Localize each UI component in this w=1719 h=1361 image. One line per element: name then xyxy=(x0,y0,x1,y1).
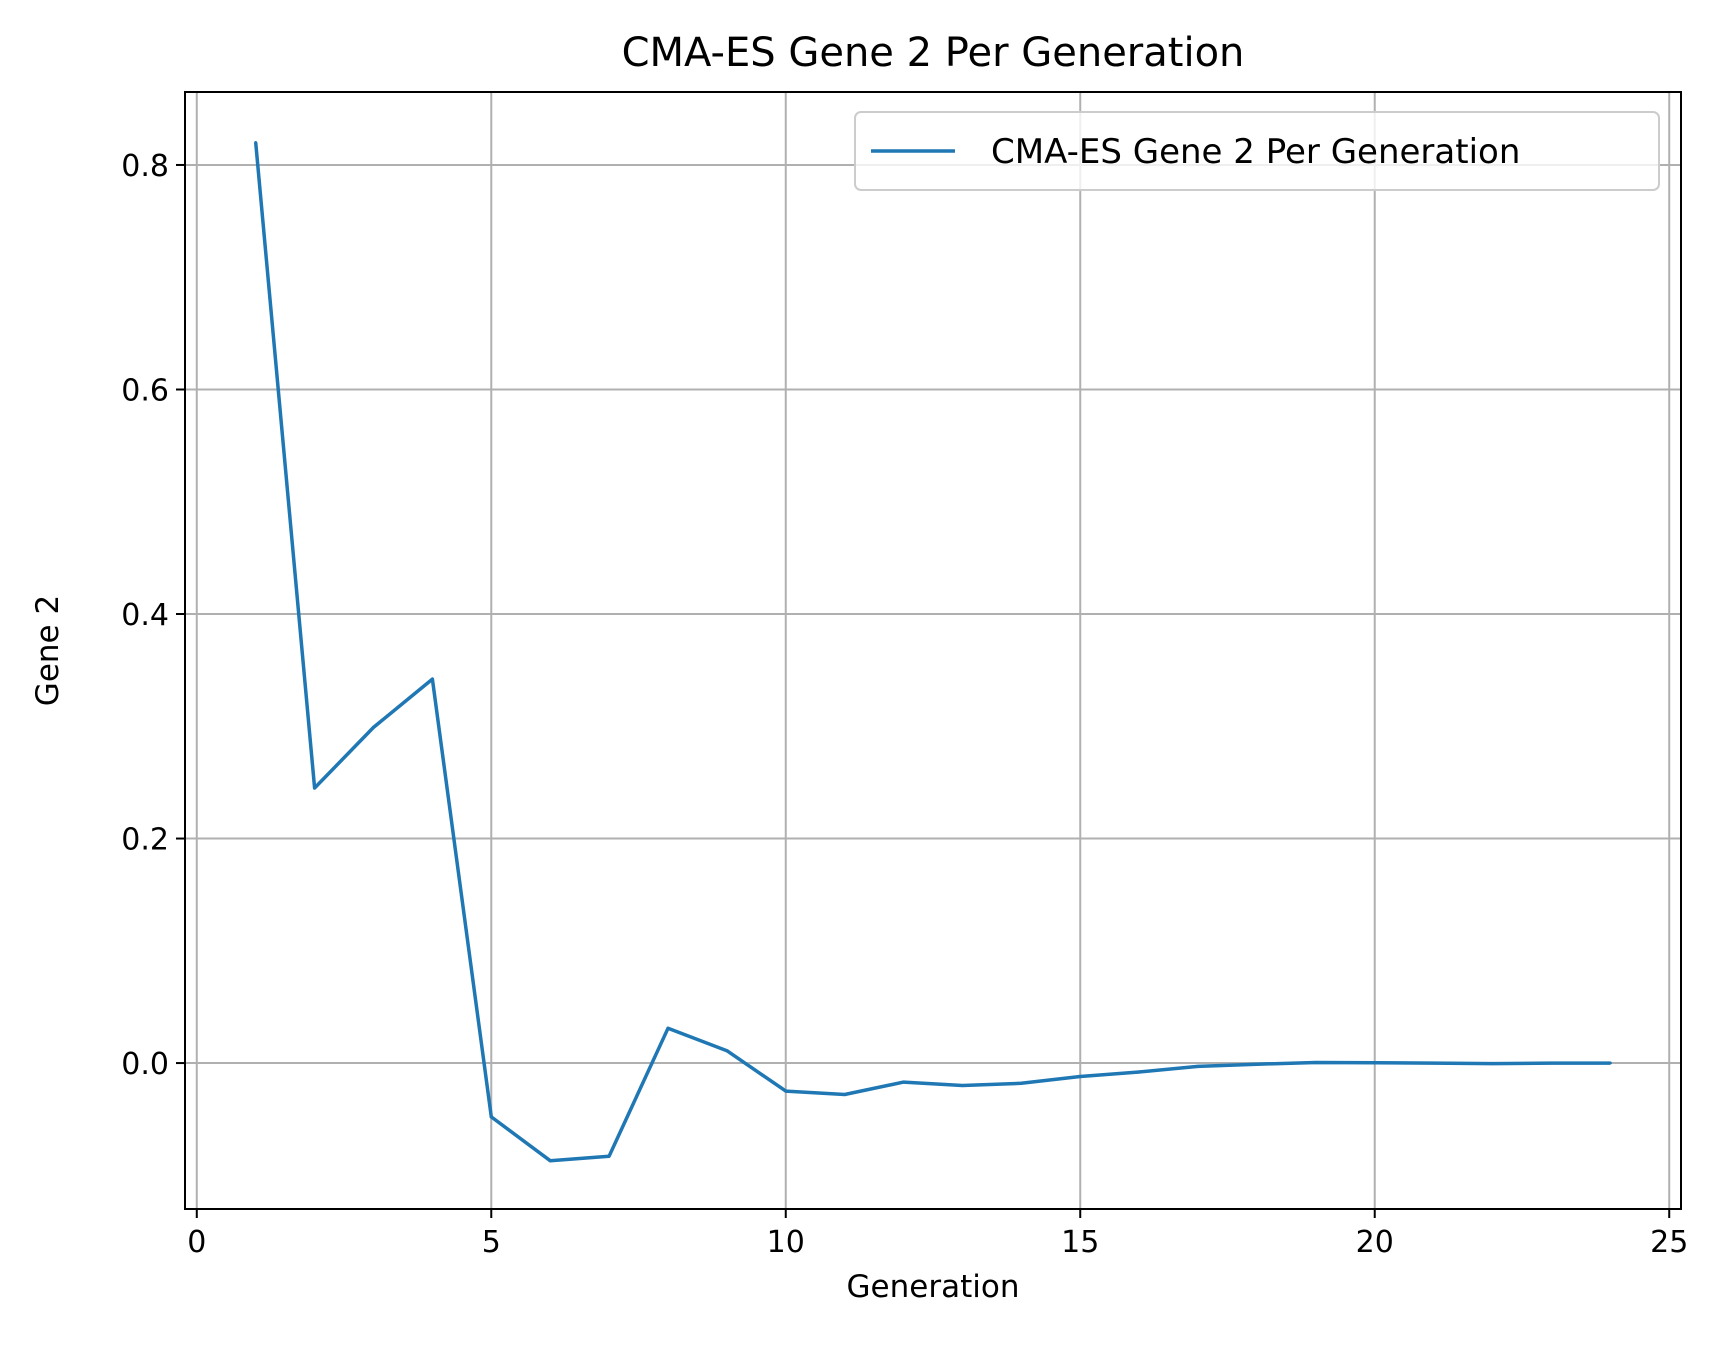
grid xyxy=(185,92,1681,1209)
data-point xyxy=(784,1089,788,1093)
data-point xyxy=(1608,1061,1612,1065)
y-tick-label: 0.8 xyxy=(121,149,169,184)
legend: CMA-ES Gene 2 Per Generation xyxy=(854,111,1660,191)
legend-box xyxy=(854,111,1660,191)
x-tick-label: 15 xyxy=(1061,1225,1099,1260)
data-point xyxy=(1196,1064,1200,1068)
series-line xyxy=(253,142,1611,1163)
y-tick-label: 0.0 xyxy=(121,1047,169,1082)
data-point xyxy=(1314,1060,1318,1064)
legend-label: CMA-ES Gene 2 Per Generation xyxy=(991,132,1520,172)
data-point xyxy=(843,1092,847,1096)
y-tick-label: 0.2 xyxy=(121,823,169,858)
x-axis-title: Generation xyxy=(847,1269,1020,1305)
data-point xyxy=(313,786,317,790)
data-point xyxy=(1373,1061,1377,1065)
x-tick-label: 0 xyxy=(187,1225,206,1260)
y-tick-label: 0.4 xyxy=(121,598,169,633)
data-point xyxy=(371,725,375,729)
data-point xyxy=(607,1154,611,1158)
y-tick-label: 0.6 xyxy=(121,373,169,408)
x-tick-label: 10 xyxy=(767,1225,805,1260)
y-axis-title: Gene 2 xyxy=(30,595,66,706)
x-tick-label: 20 xyxy=(1356,1225,1394,1260)
data-point xyxy=(666,1026,670,1030)
data-point xyxy=(489,1115,493,1119)
data-point xyxy=(960,1084,964,1088)
ticks: 0 5 10 15 20 25 0.0 0.2 0.4 0.6 0.8 xyxy=(121,149,1688,1260)
data-point xyxy=(1078,1075,1082,1079)
data-point xyxy=(902,1080,906,1084)
x-tick-label: 25 xyxy=(1650,1225,1688,1260)
plot-frame xyxy=(184,91,1682,1210)
data-point xyxy=(548,1159,552,1163)
data-point xyxy=(1491,1062,1495,1066)
data-point xyxy=(1019,1081,1023,1085)
data-point xyxy=(254,141,258,145)
data-point xyxy=(430,677,434,681)
data-point xyxy=(1549,1061,1553,1065)
data-point xyxy=(725,1049,729,1053)
data-point xyxy=(1137,1070,1141,1074)
data-point xyxy=(1255,1062,1259,1066)
series-layer xyxy=(253,141,1612,1163)
chart-title: CMA-ES Gene 2 Per Generation xyxy=(622,30,1245,76)
data-point xyxy=(1432,1061,1436,1065)
x-tick-label: 5 xyxy=(482,1225,501,1260)
